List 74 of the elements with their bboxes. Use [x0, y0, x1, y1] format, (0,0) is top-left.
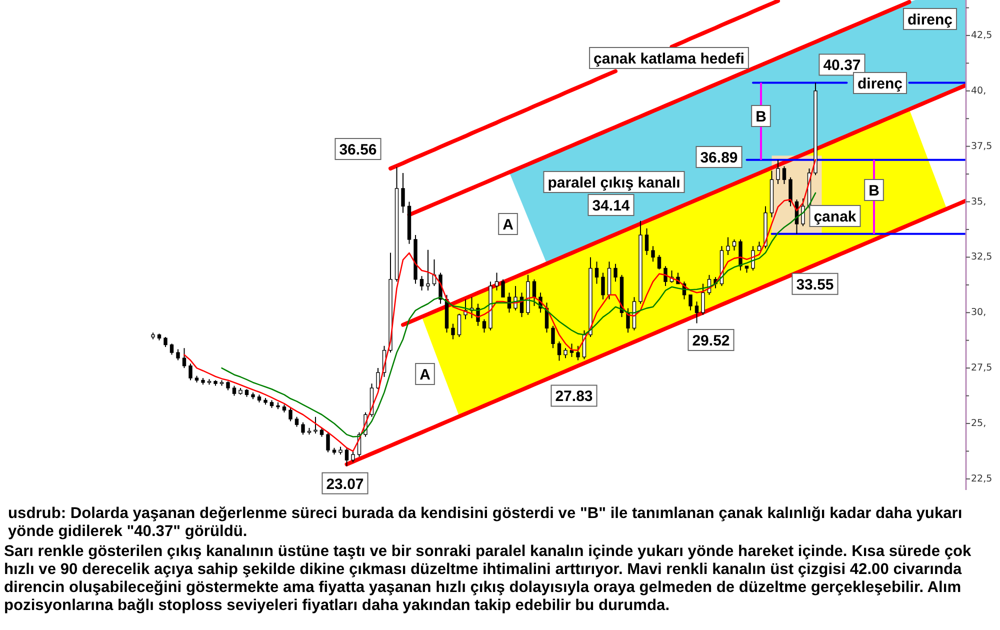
candlestick: [651, 246, 655, 262]
annotation: çanak: [814, 208, 857, 226]
candlestick: [664, 266, 668, 287]
candlestick: [557, 340, 562, 362]
candlestick: [570, 343, 574, 358]
candlestick: [170, 343, 174, 356]
candlestick: [732, 238, 736, 252]
candlestick: [657, 254, 662, 270]
text: Sarı renkle gösterilen çıkış kanalının üstüne taştı ve bir sonraki paralel kanalın içinde yukarı yönde hareket içinde. Kısa sürede çok hızlı ve 90 derecelik açıya sahip şekilde dikine çıkması düzeltme ihtimalini arttırıyor. Mavi renkli kanalın üst çizgisi 42.00 civarında direncin oluşabileceğini göstermekte ama fiyatta yaşanan hızlı çıkış dolayısıyla oraya gelmeden de düzeltme gerçekleşebilir. Alım pozisyonlarına bağlı stoploss seviyeleri fiyatları daha yakından takip edebilir bu durumda.: [4, 543, 972, 614]
candlestick: [401, 172, 405, 214]
candlestick: [801, 198, 805, 227]
annotation: 36.56: [339, 142, 377, 158]
candlestick: [614, 263, 618, 282]
annotation: B: [756, 108, 767, 126]
candlestick: [232, 385, 236, 396]
candlestick: [294, 416, 299, 428]
candlestick: [351, 450, 355, 463]
candlestick: [782, 166, 786, 185]
y-tick-label: 25,: [971, 418, 986, 429]
candlestick: [164, 336, 168, 348]
candlestick: [564, 348, 568, 359]
candlestick: [788, 176, 792, 207]
candlestick: [344, 447, 349, 467]
candlestick: [376, 368, 380, 390]
annotation: direnç: [907, 12, 953, 28]
annotation: 36.89: [700, 150, 738, 166]
candlestick: [726, 236, 730, 256]
y-tick-label: 27,5: [971, 362, 992, 374]
candlestick: [451, 323, 455, 340]
candlestick: [188, 363, 192, 381]
y-tick-label: 32,5: [971, 252, 992, 263]
candlestick: [694, 301, 699, 324]
candlestick: [776, 159, 780, 185]
candlestick: [601, 272, 605, 300]
annotation: 34.14: [592, 198, 630, 214]
text: usdrub: Dolarda yaşanan değerlenme süreci burada da kendisini gösterdi ve "B" ile tanımlanan çanak kalınlığı kadar daha yukarı yönde gidilerek "40.37" görüldü.: [8, 505, 962, 540]
annotation: 27.83: [555, 388, 593, 406]
candlestick: [420, 276, 424, 291]
candlestick: [576, 345, 580, 361]
y-tick-label: 40,: [971, 85, 986, 96]
annotation: 23.07: [326, 476, 364, 493]
annotation: 29.52: [692, 332, 730, 350]
annotation: direnç: [857, 76, 903, 92]
candlestick: [426, 249, 430, 291]
candlestick: [701, 283, 705, 316]
candlestick: [532, 278, 536, 306]
annotation: B: [868, 182, 880, 200]
candlestick: [314, 416, 318, 434]
candlestick: [182, 348, 186, 369]
annotation: A: [420, 366, 431, 384]
candlestick: [551, 325, 555, 349]
candlestick: [594, 261, 599, 284]
candlestick: [501, 278, 505, 298]
candlestick: [688, 294, 692, 311]
y-tick-label: 35,: [971, 196, 986, 208]
candlestick: [288, 407, 292, 422]
annotation: çanak katlama hedefi: [594, 50, 744, 68]
annotation: paralel çıkış kanalı: [548, 174, 680, 192]
y-tick-label: 37,5: [971, 140, 992, 152]
annotation: 40.37: [823, 57, 861, 74]
candlestick: [644, 228, 649, 256]
annotation: 33.55: [796, 276, 834, 294]
candlestick: [494, 272, 499, 291]
y-tick-label: 42,5: [971, 30, 992, 41]
annotation: A: [502, 216, 514, 234]
candlestick: [482, 318, 486, 334]
candlestick: [326, 432, 330, 453]
candlestick: [626, 308, 630, 334]
candlestick: [301, 422, 305, 436]
candlestick: [176, 348, 180, 361]
y-tick-label: 30,: [971, 307, 986, 318]
candlestick: [457, 313, 462, 338]
line-series: [344, 198, 966, 466]
y-tick-label: 22,5: [971, 473, 992, 484]
